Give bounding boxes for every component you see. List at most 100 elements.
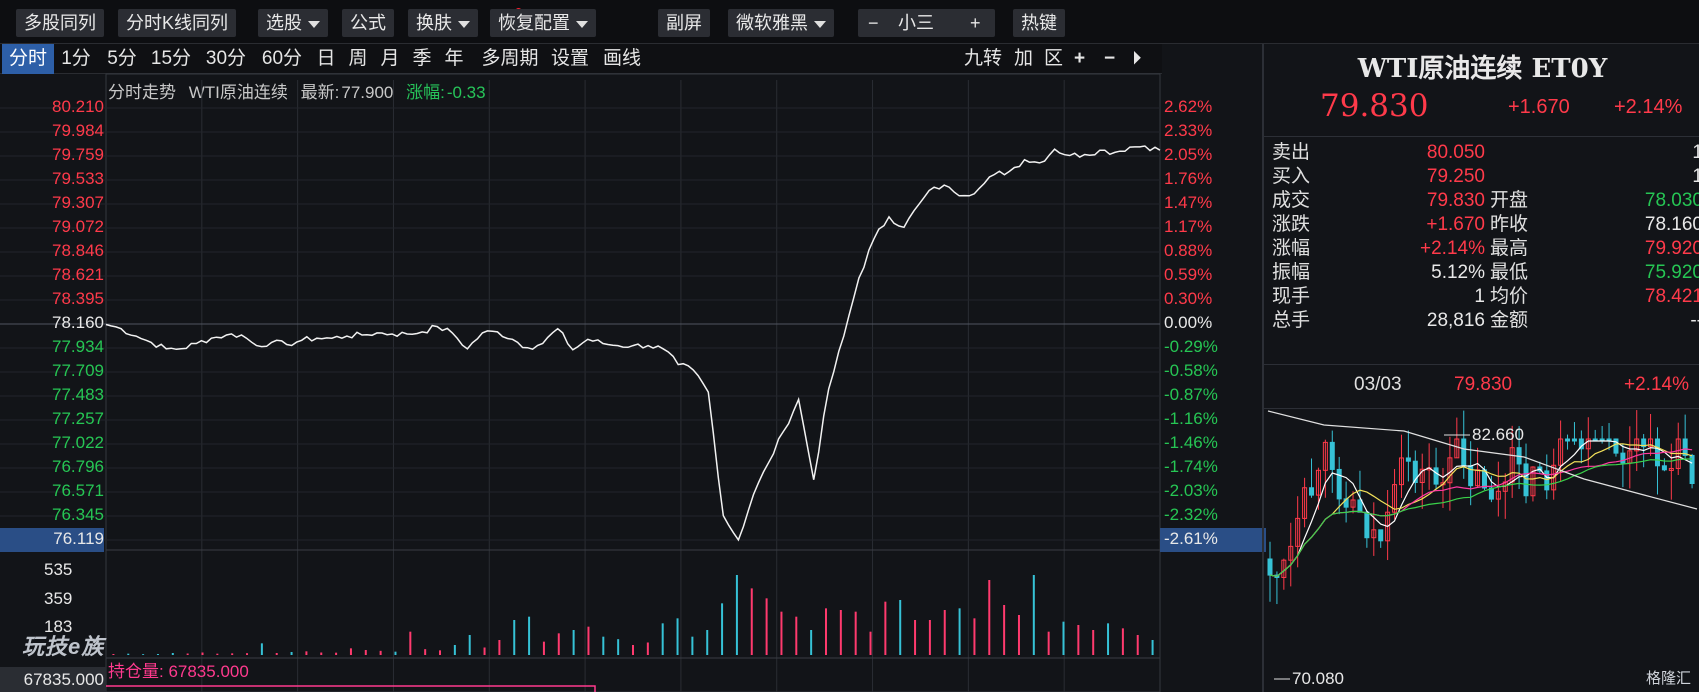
quote-value: 79.250: [1426, 166, 1485, 187]
period-tab-quarter[interactable]: 季: [412, 48, 432, 69]
period-tab-30min[interactable]: 30分: [205, 48, 247, 69]
quote-key: 均价: [1490, 286, 1529, 307]
kline-low-label: 70.080: [1292, 669, 1344, 688]
candle-body: [1661, 465, 1667, 471]
restore-config-dropdown[interactable]: 恢复配置: [490, 9, 596, 37]
quote-value: 79.920: [1644, 238, 1699, 259]
percent-tick: 0.59%: [1164, 265, 1213, 284]
quote-key: 买入: [1272, 166, 1311, 187]
quote-key: 现手: [1272, 286, 1311, 307]
price-tick: 76.796: [52, 457, 104, 476]
quote-value: 1: [1474, 286, 1485, 307]
candle-body: [1371, 529, 1377, 539]
period-tab-5min[interactable]: 5分: [107, 48, 137, 69]
candle-body: [1558, 438, 1564, 466]
candle-body: [1585, 438, 1591, 450]
candle-body: [1329, 441, 1335, 470]
open-interest-value: 67835.000: [0, 667, 106, 692]
ma60-line: [1267, 410, 1698, 510]
stock-picker-dropdown[interactable]: 选股: [258, 9, 328, 37]
candle-body: [1405, 457, 1411, 462]
hotkey-label: 热键: [1021, 13, 1057, 33]
divider: [1264, 364, 1699, 365]
formula-button[interactable]: 公式: [342, 9, 394, 37]
quote-row: 成交 79.830 开盘 78.030: [1264, 189, 1699, 213]
quote-value: --: [1690, 310, 1699, 331]
kline-chart[interactable]: 82.660 70.080 格隆汇: [1264, 408, 1699, 692]
period-tab-60min[interactable]: 60分: [261, 48, 303, 69]
quote-value: +1.670: [1426, 214, 1485, 235]
candle-body: [1544, 470, 1550, 491]
expand-icon[interactable]: ⏵: [1132, 48, 1142, 69]
quote-key: 最低: [1490, 262, 1529, 283]
candle-body: [1488, 487, 1494, 500]
candle-body: [1461, 438, 1467, 467]
period-tab-1min[interactable]: 1分: [61, 48, 91, 69]
sub-screen-button[interactable]: 副屏: [658, 9, 710, 37]
percent-tick: 2.05%: [1164, 145, 1213, 164]
chevron-down-icon: [814, 20, 826, 28]
quote-key: 卖出: [1272, 142, 1311, 163]
candle-body: [1302, 487, 1308, 519]
timeshare-chart[interactable]: [0, 0, 1162, 692]
candle-body: [1433, 467, 1439, 485]
nine-turn-button[interactable]: 九转: [964, 48, 1003, 69]
open-interest-line: [106, 685, 596, 692]
zoom-out-icon[interactable]: −: [1104, 48, 1116, 69]
period-tab-multi[interactable]: 多周期: [481, 48, 539, 69]
quote-row: 涨幅 +2.14% 最高 79.920: [1264, 237, 1699, 261]
kline-canvas: [1267, 410, 1698, 680]
add-button[interactable]: 加: [1014, 48, 1034, 69]
candle-body: [1336, 468, 1342, 500]
period-tab-day[interactable]: 日: [316, 48, 336, 69]
kline-high-label: 82.660: [1472, 425, 1524, 444]
percent-tick: -1.74%: [1164, 457, 1218, 476]
draw-line-tab[interactable]: 画线: [602, 48, 641, 69]
quote-value: 80.050: [1426, 142, 1485, 163]
period-tab-week[interactable]: 周: [348, 48, 368, 69]
candle-body: [1530, 466, 1536, 497]
price-tick: 78.160: [52, 313, 104, 332]
font-size-increase-button[interactable]: +: [970, 13, 981, 33]
candle-body: [1364, 511, 1370, 539]
price-tick: 76.119: [53, 529, 104, 548]
candle-body: [1495, 490, 1501, 500]
zoom-in-icon[interactable]: +: [1074, 48, 1086, 69]
font-size-decrease-button[interactable]: −: [868, 13, 879, 33]
quote-value: 79.830: [1426, 190, 1485, 211]
settings-tab[interactable]: 设置: [550, 48, 589, 69]
price-tick: 79.759: [52, 145, 104, 164]
brand-logo: 格隆汇: [1645, 670, 1691, 687]
percent-tick: 1.47%: [1164, 193, 1213, 212]
candle-body: [1350, 499, 1356, 508]
multi-stock-button[interactable]: 多股同列: [16, 9, 104, 37]
percent-tick: -0.87%: [1164, 385, 1218, 404]
quote-key: 成交: [1272, 190, 1311, 211]
candle-body: [1357, 499, 1363, 513]
percent-tick: -1.46%: [1164, 433, 1218, 452]
quote-key: 最高: [1490, 238, 1529, 259]
quote-key: 昨收: [1490, 214, 1529, 235]
period-tab-year[interactable]: 年: [444, 48, 464, 69]
candle-body: [1578, 438, 1584, 450]
period-tab-15min[interactable]: 15分: [150, 48, 192, 69]
timeshare-kline-button[interactable]: 分时K线同列: [118, 9, 237, 37]
candle-body: [1668, 467, 1674, 471]
quote-row: 买入 79.250 1: [1264, 165, 1699, 189]
candle-body: [1392, 484, 1398, 513]
percent-tick: -1.16%: [1164, 409, 1218, 428]
period-tab-timeshare[interactable]: 分时: [2, 44, 54, 74]
font-family-dropdown[interactable]: 微软雅黑: [728, 9, 834, 37]
candle-body: [1385, 511, 1391, 542]
skin-dropdown[interactable]: 换肤: [408, 9, 478, 37]
hotkey-button[interactable]: 热键: [1013, 9, 1065, 37]
range-button[interactable]: 区: [1044, 48, 1064, 69]
quote-panel: WTI原油连续 ET0Y 79.830 +1.670 +2.14% 卖出 80.0…: [1262, 44, 1699, 692]
period-tab-month[interactable]: 月: [380, 48, 400, 69]
candle-body: [1378, 529, 1384, 542]
font-family-label: 微软雅黑: [736, 13, 808, 33]
quote-value: 78.160: [1644, 214, 1699, 235]
percent-tick: 2.33%: [1164, 121, 1213, 140]
timeshare-kline-label: 分时K线同列: [126, 13, 229, 33]
